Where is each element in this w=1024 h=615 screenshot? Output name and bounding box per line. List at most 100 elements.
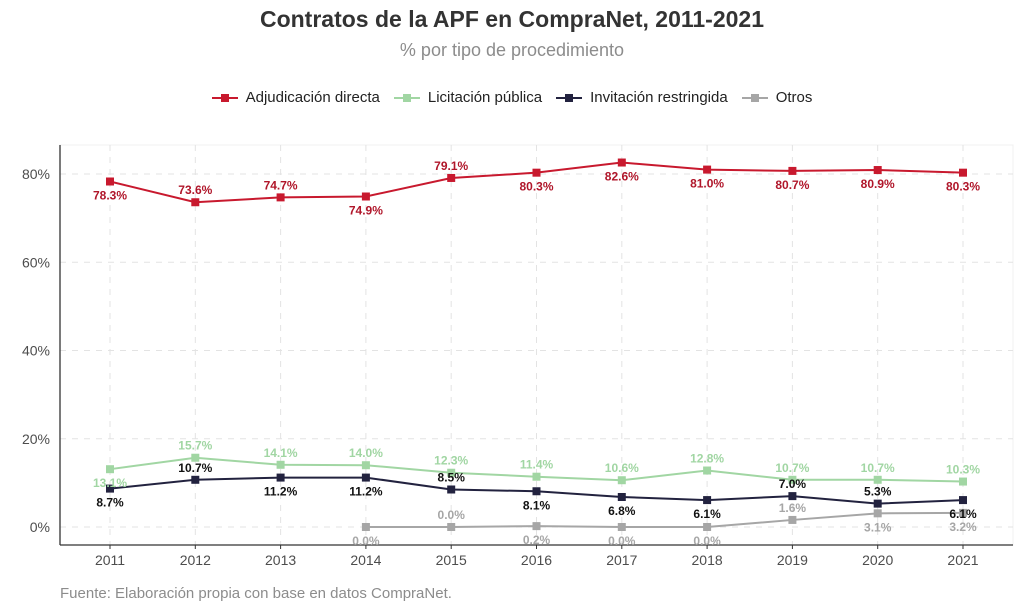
data-label: 13.1% bbox=[93, 476, 127, 490]
data-point bbox=[532, 522, 541, 531]
data-point bbox=[447, 468, 456, 477]
legend-item-invitacion: Invitación restringida bbox=[556, 89, 728, 106]
y-tick-label: 40% bbox=[22, 343, 50, 359]
data-label: 10.7% bbox=[861, 461, 895, 475]
data-label: 11.2% bbox=[264, 485, 298, 499]
data-label: 11.2% bbox=[349, 485, 383, 499]
data-label: 8.1% bbox=[523, 498, 551, 512]
data-point bbox=[873, 166, 882, 175]
data-point bbox=[276, 473, 285, 482]
data-label: 14.1% bbox=[264, 446, 298, 460]
data-label: 6.8% bbox=[608, 504, 636, 518]
x-tick-label: 2021 bbox=[947, 552, 978, 568]
legend-label: Invitación restringida bbox=[590, 89, 728, 106]
chart-subtitle: % por tipo de procedimiento bbox=[399, 40, 625, 60]
legend-item-otros: Otros bbox=[741, 89, 813, 106]
y-tick-label: 20% bbox=[22, 431, 50, 447]
x-tick-label: 2016 bbox=[521, 552, 552, 568]
data-point bbox=[106, 484, 114, 493]
legend-item-licitacion: Licitación pública bbox=[393, 89, 543, 106]
data-label: 15.7% bbox=[178, 439, 212, 453]
legend-marker bbox=[220, 93, 229, 102]
data-label: 6.1% bbox=[693, 507, 721, 521]
data-label: 8.7% bbox=[96, 496, 124, 510]
data-point bbox=[788, 492, 797, 501]
legend-marker bbox=[402, 93, 411, 102]
data-label: 81.0% bbox=[690, 177, 724, 191]
data-label: 6.1% bbox=[949, 507, 977, 521]
data-label: 14.0% bbox=[349, 446, 383, 460]
data-point bbox=[703, 165, 712, 174]
data-label: 12.3% bbox=[434, 454, 468, 468]
data-point bbox=[788, 475, 797, 484]
x-tick-label: 2014 bbox=[350, 552, 381, 568]
legend-marker bbox=[750, 93, 759, 102]
data-label: 8.5% bbox=[438, 470, 466, 484]
data-point bbox=[532, 472, 541, 481]
series-line-3 bbox=[365, 511, 964, 528]
data-label: 80.3% bbox=[946, 180, 980, 194]
x-tick-label: 2011 bbox=[95, 552, 125, 568]
data-point bbox=[617, 523, 626, 531]
data-point bbox=[617, 158, 626, 167]
legend-key-icon bbox=[393, 92, 420, 104]
data-label: 80.3% bbox=[519, 180, 553, 194]
data-label: 10.7% bbox=[178, 461, 212, 475]
data-label: 7.0% bbox=[779, 477, 807, 491]
x-tick-label: 2012 bbox=[180, 552, 211, 568]
data-point bbox=[191, 198, 200, 207]
data-label: 0.2% bbox=[523, 533, 551, 547]
data-point bbox=[361, 192, 370, 201]
data-label: 0.0% bbox=[693, 534, 721, 548]
data-point bbox=[361, 461, 370, 470]
data-point bbox=[703, 523, 712, 531]
data-label: 79.1% bbox=[434, 159, 468, 173]
data-point bbox=[959, 496, 967, 505]
data-point bbox=[788, 166, 797, 175]
data-point bbox=[361, 523, 370, 531]
x-tick-label: 2020 bbox=[862, 552, 893, 568]
data-label: 10.6% bbox=[605, 461, 639, 475]
data-label: 10.3% bbox=[946, 463, 980, 477]
data-label: 74.9% bbox=[349, 204, 383, 218]
data-point bbox=[276, 460, 285, 469]
data-point bbox=[447, 485, 456, 494]
legend-marker bbox=[565, 93, 574, 102]
legend-key-icon bbox=[556, 92, 583, 104]
legend-label: Otros bbox=[775, 89, 813, 106]
data-point bbox=[447, 173, 456, 182]
data-point bbox=[106, 177, 114, 186]
y-tick-label: 60% bbox=[22, 254, 50, 270]
data-label: 73.6% bbox=[178, 183, 212, 197]
data-point bbox=[959, 168, 967, 177]
data-point bbox=[617, 492, 626, 501]
data-label: 80.7% bbox=[775, 178, 809, 192]
legend-label: Adjudicación directa bbox=[245, 89, 380, 106]
legend-item-adjudicacion: Adjudicación directa bbox=[211, 89, 380, 106]
data-label: 0.0% bbox=[608, 534, 636, 548]
legend-key-icon bbox=[211, 92, 238, 104]
data-label: 3.2% bbox=[949, 520, 977, 534]
data-point bbox=[873, 475, 882, 484]
x-tick-label: 2013 bbox=[265, 552, 296, 568]
data-point bbox=[703, 466, 712, 475]
x-tick-label: 2018 bbox=[692, 552, 723, 568]
x-tick-label: 2017 bbox=[606, 552, 637, 568]
data-point bbox=[617, 476, 626, 485]
data-label: 12.8% bbox=[690, 452, 724, 466]
x-tick-label: 2019 bbox=[777, 552, 808, 568]
data-label: 10.7% bbox=[775, 461, 809, 475]
data-point bbox=[106, 465, 114, 474]
data-label: 0.0% bbox=[352, 534, 380, 548]
data-point bbox=[447, 523, 456, 531]
legend: Adjudicación directa Licitación pública … bbox=[0, 89, 1024, 106]
legend-key-icon bbox=[741, 92, 768, 104]
x-tick-label: 2015 bbox=[436, 552, 467, 568]
legend-label: Licitación pública bbox=[427, 89, 543, 106]
data-point bbox=[191, 475, 200, 484]
data-label: 78.3% bbox=[93, 189, 127, 203]
data-label: 1.6% bbox=[779, 501, 807, 515]
data-point bbox=[788, 515, 797, 524]
data-point bbox=[361, 473, 370, 482]
